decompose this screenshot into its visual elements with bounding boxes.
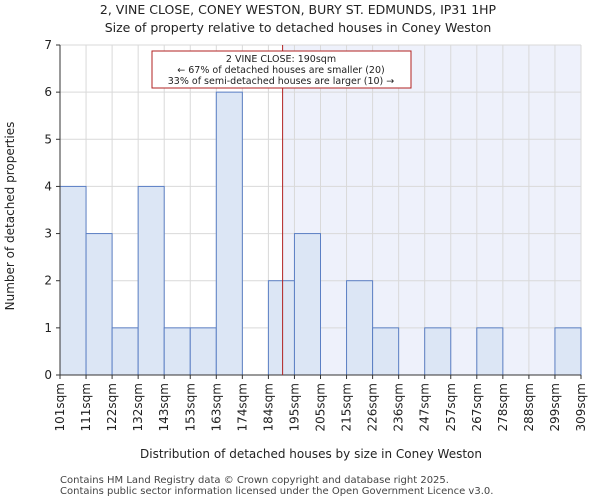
footer-line2: Contains public sector information licen…: [60, 486, 493, 497]
y-tick-label: 4: [44, 179, 52, 193]
annotation-line1: 2 VINE CLOSE: 190sqm: [226, 54, 336, 65]
histogram-bar: [267, 280, 295, 376]
annotation-line3: 33% of semi-detached houses are larger (…: [168, 76, 395, 87]
y-axis-label: Number of detached properties: [3, 122, 17, 311]
y-tick-label: 7: [44, 38, 52, 52]
x-tick-label: 288sqm: [522, 383, 536, 431]
x-tick-label: 195sqm: [287, 383, 301, 431]
y-tick-label: 6: [44, 85, 52, 99]
histogram-bar: [424, 327, 452, 376]
y-tick-label: 1: [44, 321, 52, 335]
y-tick-label: 2: [44, 274, 52, 288]
histogram-bar: [476, 327, 504, 376]
x-tick-label: 278sqm: [496, 383, 510, 431]
x-tick-label: 236sqm: [392, 383, 406, 431]
histogram-bar: [163, 327, 191, 376]
histogram-bar: [554, 327, 582, 376]
x-tick-label: 111sqm: [79, 383, 93, 431]
histogram-bar: [346, 280, 374, 376]
x-tick-label: 299sqm: [548, 383, 562, 431]
x-tick-label: 184sqm: [261, 383, 275, 431]
y-tick-label: 3: [44, 227, 52, 241]
x-tick-label: 205sqm: [314, 383, 328, 431]
chart-title-line2: Size of property relative to detached ho…: [105, 20, 492, 35]
histogram-bar: [85, 233, 113, 376]
y-tick-label: 0: [44, 368, 52, 382]
x-tick-label: 122sqm: [105, 383, 119, 431]
x-tick-label: 101sqm: [53, 383, 67, 431]
histogram-bar: [59, 185, 87, 376]
annotation-box: 2 VINE CLOSE: 190sqm ← 67% of detached h…: [151, 50, 412, 89]
annotation-frame: [151, 50, 412, 89]
x-tick-label: 132sqm: [131, 383, 145, 431]
histogram-bar: [215, 91, 243, 376]
annotation-line2: ← 67% of detached houses are smaller (20…: [177, 65, 384, 76]
histogram-bar: [293, 233, 322, 376]
x-tick-label: 247sqm: [418, 383, 432, 431]
x-axis-label: Distribution of detached houses by size …: [140, 447, 482, 461]
x-tick-label: 215sqm: [340, 383, 354, 431]
x-tick-label: 174sqm: [235, 383, 249, 431]
footer-line1: Contains HM Land Registry data © Crown c…: [60, 475, 449, 486]
larger-region-shade: [282, 45, 581, 375]
histogram-bar: [111, 327, 139, 376]
x-tick-label: 257sqm: [444, 383, 458, 431]
y-tick-label: 5: [44, 132, 52, 146]
x-tick-label: 226sqm: [366, 383, 380, 431]
x-tick-label: 163sqm: [209, 383, 223, 431]
x-tick-label: 143sqm: [157, 383, 171, 431]
histogram-bar: [189, 327, 217, 376]
x-tick-label: 267sqm: [470, 383, 484, 431]
histogram-bar: [137, 185, 165, 376]
chart-title-line1: 2, VINE CLOSE, CONEY WESTON, BURY ST. ED…: [100, 2, 497, 17]
x-tick-label: 309sqm: [574, 383, 588, 431]
x-tick-label: 153sqm: [183, 383, 197, 431]
histogram-bar: [372, 327, 400, 376]
